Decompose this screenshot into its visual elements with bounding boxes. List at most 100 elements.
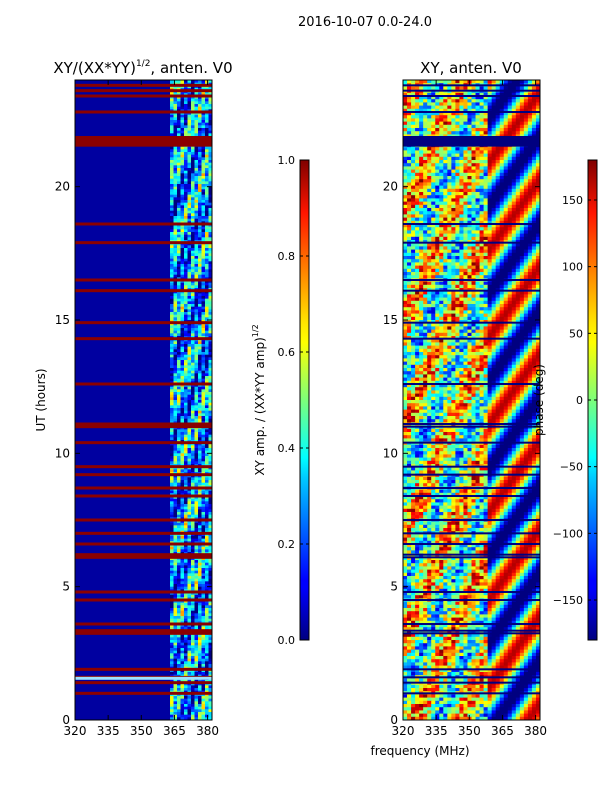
amplitude-cell bbox=[208, 514, 212, 518]
phase-cell bbox=[471, 96, 476, 100]
phase-cell bbox=[447, 147, 452, 151]
phase-cell bbox=[475, 96, 480, 100]
amplitude-cell bbox=[194, 266, 199, 270]
amplitude-cell bbox=[170, 104, 174, 108]
amplitude-cell bbox=[173, 544, 178, 548]
phase-cell bbox=[427, 150, 432, 154]
amplitude-cell bbox=[208, 426, 212, 430]
amplitude-title-suffix: , anten. V0 bbox=[150, 59, 232, 77]
amplitude-cell bbox=[198, 682, 202, 686]
phase-cell bbox=[527, 224, 533, 228]
phase-cell bbox=[443, 243, 448, 247]
phase-cell bbox=[443, 188, 448, 193]
phase-cell bbox=[527, 118, 533, 122]
phase-cell bbox=[407, 211, 412, 215]
amplitude-cell bbox=[187, 184, 192, 188]
phase-cell bbox=[499, 192, 505, 196]
amplitude-cell bbox=[184, 197, 188, 201]
amplitude-cell bbox=[194, 704, 199, 708]
phase-cell bbox=[491, 166, 497, 170]
phase-cell bbox=[419, 192, 424, 196]
amplitude-cell bbox=[180, 357, 185, 361]
phase-cell bbox=[467, 92, 472, 97]
phase-cell bbox=[435, 217, 440, 222]
phase-cell bbox=[455, 185, 460, 190]
phase-cell bbox=[507, 224, 513, 228]
amplitude-cell bbox=[177, 186, 181, 190]
amplitude-cell bbox=[173, 386, 178, 390]
phase-cell bbox=[531, 128, 537, 132]
phase-cell bbox=[523, 179, 529, 183]
phase-cell bbox=[507, 188, 513, 193]
amplitude-cell bbox=[201, 448, 206, 452]
phase-cell bbox=[443, 230, 448, 234]
amplitude-cell bbox=[208, 610, 212, 614]
phase-cell bbox=[471, 252, 476, 257]
amplitude-cell bbox=[170, 213, 174, 217]
phase-cell bbox=[511, 179, 517, 183]
amplitude-cell bbox=[173, 394, 178, 398]
phase-cell bbox=[459, 188, 464, 193]
phase-cell bbox=[519, 96, 525, 100]
amplitude-cell bbox=[201, 544, 206, 548]
phase-cell bbox=[407, 108, 412, 113]
phase-cell bbox=[455, 96, 460, 100]
amplitude-cell bbox=[201, 290, 206, 294]
phase-cell bbox=[535, 86, 540, 90]
phase-cell bbox=[535, 160, 540, 164]
phase-cell bbox=[427, 80, 432, 84]
amplitude-cell bbox=[201, 714, 206, 718]
phase-cell bbox=[531, 163, 537, 167]
phase-cell bbox=[471, 80, 476, 84]
amplitude-cell bbox=[198, 125, 202, 129]
phase-cell bbox=[495, 243, 501, 247]
amplitude-cell bbox=[170, 696, 174, 700]
phase-cell bbox=[403, 96, 408, 100]
phase-cell bbox=[443, 227, 448, 231]
phase-cell bbox=[431, 108, 436, 113]
phase-cell bbox=[431, 265, 436, 270]
phase-cell bbox=[463, 179, 468, 183]
amplitude-cell bbox=[180, 184, 185, 188]
phase-cell bbox=[411, 252, 416, 257]
amplitude-cell bbox=[191, 461, 195, 465]
phase-cell bbox=[523, 160, 529, 164]
phase-cell bbox=[459, 176, 464, 180]
phase-cell bbox=[479, 195, 484, 199]
phase-cell bbox=[527, 112, 533, 116]
phase-cell bbox=[483, 150, 489, 154]
amplitude-cell bbox=[170, 306, 174, 310]
amplitude-cell bbox=[191, 354, 195, 358]
amplitude-cell bbox=[173, 322, 178, 326]
phase-cell bbox=[443, 252, 448, 257]
amplitude-cell bbox=[184, 306, 188, 310]
phase-cell bbox=[435, 256, 440, 260]
phase-cell bbox=[455, 160, 460, 164]
amplitude-cell bbox=[187, 125, 192, 129]
phase-cell bbox=[415, 163, 420, 167]
amplitude-cell bbox=[187, 250, 192, 254]
amplitude-cell bbox=[208, 466, 212, 470]
phase-cell bbox=[423, 211, 428, 215]
phase-cell bbox=[491, 198, 497, 202]
amplitude-cell bbox=[180, 285, 185, 289]
phase-cell bbox=[407, 185, 412, 190]
amplitude-cell bbox=[201, 360, 206, 364]
amplitude-cell bbox=[177, 514, 181, 518]
phase-cell bbox=[403, 236, 408, 241]
amplitude-cell bbox=[180, 224, 185, 228]
amplitude-cell bbox=[184, 701, 188, 705]
phase-cell bbox=[463, 249, 468, 254]
amplitude-cell bbox=[180, 533, 185, 537]
amplitude-flagged-row bbox=[75, 83, 212, 87]
amplitude-cell bbox=[180, 322, 185, 326]
phase-cell bbox=[531, 262, 537, 266]
amplitude-cell bbox=[173, 586, 178, 590]
amplitude-cell bbox=[184, 613, 188, 617]
phase-cell bbox=[403, 124, 408, 129]
amplitude-cell bbox=[191, 325, 195, 329]
amplitude-cell bbox=[187, 301, 192, 305]
phase-cell bbox=[411, 224, 416, 228]
amplitude-cell bbox=[187, 349, 192, 353]
amplitude-cell bbox=[177, 152, 181, 156]
